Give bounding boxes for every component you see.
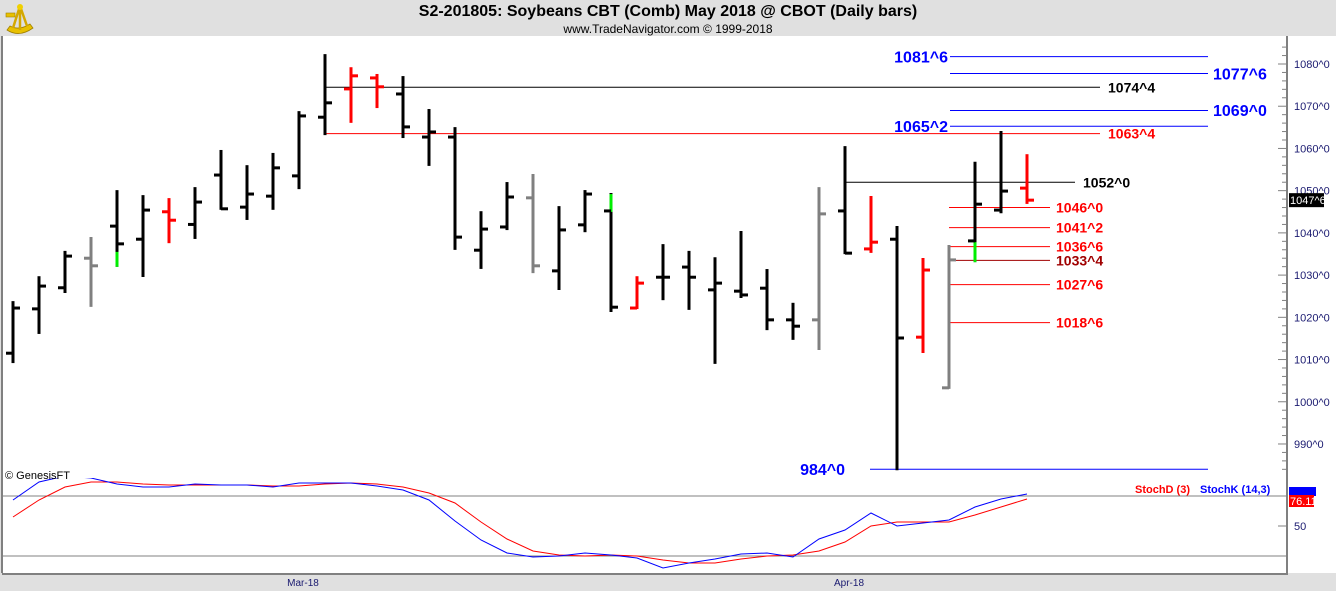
stoch-d-legend: StochD (3) <box>1135 484 1190 496</box>
level-label: 1027^6 <box>1056 277 1103 293</box>
price-bar <box>864 195 878 253</box>
stoch-k-legend: StochK (14,3) <box>1200 484 1271 496</box>
price-bar <box>1020 154 1034 204</box>
date-label: Mar-18 <box>287 578 319 589</box>
price-bar <box>968 161 982 263</box>
price-bar <box>84 236 98 307</box>
axis-tick-label: 1020^0 <box>1294 312 1330 324</box>
level-label: 1077^6 <box>1213 66 1267 83</box>
price-bar <box>630 276 644 310</box>
stoch-lines <box>12 478 1028 569</box>
price-bar <box>682 250 696 310</box>
level-label: 1074^4 <box>1108 79 1155 95</box>
stoch-k-line <box>12 478 1028 569</box>
date-axis: Mar-18 Apr-18 <box>0 575 1336 591</box>
price-bar <box>32 276 46 334</box>
price-bar <box>422 109 436 166</box>
stoch-axis-label: 50 <box>1294 521 1306 533</box>
date-strip <box>0 575 1336 591</box>
genesis-copyright: © GenesisFT <box>5 470 70 482</box>
price-bar <box>344 67 358 123</box>
level-label: 1033^4 <box>1056 252 1103 268</box>
price-bar <box>552 206 566 291</box>
axis-tick-label: 1070^0 <box>1294 101 1330 113</box>
price-bar <box>760 269 774 331</box>
price-bar <box>786 302 800 340</box>
level-label: 1018^6 <box>1056 315 1103 331</box>
sextant-logo <box>5 4 34 34</box>
price-bar <box>942 244 956 390</box>
level-label: 1041^2 <box>1056 220 1103 236</box>
level-label: 1036^6 <box>1056 239 1103 255</box>
chart-subtitle: www.TradeNavigator.com © 1999-2018 <box>563 22 773 36</box>
price-bar <box>292 111 306 190</box>
level-label: 1069^0 <box>1213 103 1267 120</box>
last-price-box <box>1289 193 1324 208</box>
axis-tick-label: 1040^0 <box>1294 228 1330 240</box>
price-bar <box>708 257 722 364</box>
price-bar <box>890 225 904 471</box>
axis-tick-label: 1060^0 <box>1294 143 1330 155</box>
axis-tick-label: 1010^0 <box>1294 355 1330 367</box>
level-label: 1046^0 <box>1056 200 1103 216</box>
price-bar <box>188 187 202 239</box>
price-bar <box>162 198 176 244</box>
price-bar <box>136 195 150 277</box>
axis-tick-label: 990^0 <box>1294 439 1324 451</box>
price-bar <box>474 211 488 269</box>
price-bar <box>578 190 592 233</box>
price-bar <box>370 73 384 109</box>
price-bar <box>604 193 618 312</box>
price-bar <box>734 231 748 299</box>
price-bar <box>656 244 670 301</box>
price-bar <box>110 190 124 267</box>
price-bar <box>214 149 228 211</box>
axis-tick-label: 1030^0 <box>1294 270 1330 282</box>
price-bar <box>526 174 540 274</box>
date-label: Apr-18 <box>834 578 864 589</box>
axis-tick-label: 1000^0 <box>1294 397 1330 409</box>
price-bar <box>838 146 852 255</box>
level-label: 1063^4 <box>1108 126 1155 142</box>
stoch-k-value-box <box>1289 487 1316 496</box>
level-label: 1081^6 <box>894 49 948 66</box>
chart-title: S2-201805: Soybeans CBT (Comb) May 2018 … <box>418 3 918 20</box>
plot-background <box>2 36 1336 573</box>
level-label: 984^0 <box>800 462 845 479</box>
price-bar <box>266 152 280 210</box>
price-bar <box>994 130 1008 214</box>
price-bar <box>448 127 462 250</box>
price-bar <box>240 165 254 220</box>
price-levels: 1081^6 1077^6 1074^4 1069^0 1065^2 1063^4 1052… <box>325 49 1267 479</box>
last-price-label: 1047^6 <box>1290 195 1326 207</box>
price-bar <box>812 187 826 350</box>
price-bar <box>396 76 410 139</box>
price-axis: 1080^01070^01060^01050^01040^01030^01020… <box>1278 46 1330 470</box>
stoch-d-value: 76.11 <box>1290 496 1317 508</box>
level-label: 1052^0 <box>1083 174 1130 190</box>
price-bar <box>500 182 514 231</box>
ohlc-bars <box>6 54 1034 471</box>
axis-tick-label: 1080^0 <box>1294 59 1330 71</box>
stoch-d-value-box <box>1289 495 1314 507</box>
price-bar <box>58 250 72 293</box>
level-label: 1065^2 <box>894 119 948 136</box>
price-bar <box>6 301 20 364</box>
stochastic-panel: 50 StochD (3) StochK (14,3) 76.11 <box>2 478 1317 569</box>
price-bar <box>318 54 332 136</box>
price-bar <box>916 258 930 353</box>
